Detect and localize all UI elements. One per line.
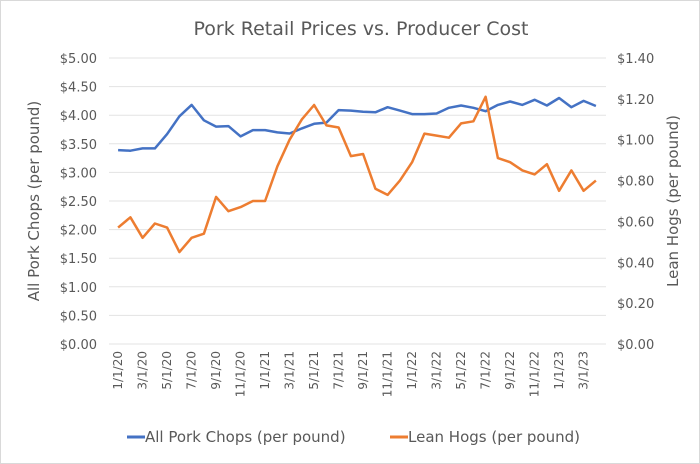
y2-tick-label: $0.40 — [617, 256, 654, 271]
x-tick-label: 5/1/21 — [307, 351, 321, 390]
legend-label-lean-hogs: Lean Hogs (per pound) — [408, 428, 580, 446]
legend: All Pork Chops (per pound) Lean Hogs (pe… — [127, 428, 580, 446]
x-tick-label: 9/1/20 — [209, 351, 223, 390]
x-tick-label: 7/1/22 — [479, 351, 493, 390]
x-tick-label: 3/1/21 — [283, 351, 297, 390]
y2-tick-label: $1.20 — [617, 93, 654, 108]
x-tick-label: 9/1/22 — [503, 351, 517, 390]
x-tick-label: 3/1/22 — [430, 351, 444, 390]
y-tick-label: $4.50 — [60, 81, 97, 96]
x-tick-label: 5/1/22 — [454, 351, 468, 390]
x-tick-label: 7/1/20 — [185, 351, 199, 390]
y2-axis-title: Lean Hogs (per pound) — [664, 115, 682, 287]
y-tick-label: $3.00 — [60, 166, 97, 181]
y-tick-label: $0.00 — [60, 338, 97, 353]
x-tick-label: 11/1/21 — [381, 351, 395, 397]
y-axis-title: All Pork Chops (per pound) — [25, 101, 43, 302]
x-tick-label: 11/1/22 — [528, 351, 542, 397]
series-line-lean-hogs — [117, 95, 597, 254]
y-tick-label: $1.50 — [60, 252, 97, 267]
y-tick-label: $3.50 — [60, 138, 97, 153]
x-tick-label: 1/1/23 — [552, 351, 566, 390]
y-tick-label: $0.50 — [60, 309, 97, 324]
y-tick-label: $5.00 — [60, 52, 97, 67]
x-tick-label: 9/1/21 — [356, 351, 370, 390]
y2-tick-label: $0.60 — [617, 215, 654, 230]
x-tick-label: 1/1/21 — [258, 351, 272, 390]
y-tick-label: $2.00 — [60, 224, 97, 239]
y2-tick-label: $1.00 — [617, 134, 654, 149]
y2-tick-label: $0.80 — [617, 175, 654, 190]
x-tick-label: 7/1/21 — [332, 351, 346, 390]
x-tick-label: 5/1/20 — [160, 351, 174, 390]
x-tick-label: 1/1/20 — [111, 351, 125, 390]
y-tick-label: $4.00 — [60, 109, 97, 124]
x-tick-label: 3/1/20 — [136, 351, 150, 390]
x-tick-label: 11/1/20 — [234, 351, 248, 397]
y-tick-label: $2.50 — [60, 195, 97, 210]
chart-title: Pork Retail Prices vs. Producer Cost — [194, 18, 529, 40]
x-tick-label: 3/1/23 — [577, 351, 591, 390]
series-line-pork-chops — [118, 96, 597, 152]
x-tick-label: 1/1/22 — [405, 351, 419, 390]
y-tick-label: $1.00 — [60, 281, 97, 296]
legend-label-pork-chops: All Pork Chops (per pound) — [145, 428, 346, 446]
y2-tick-label: $1.40 — [617, 52, 654, 67]
y2-tick-label: $0.00 — [617, 338, 654, 353]
y2-tick-label: $0.20 — [617, 297, 654, 312]
